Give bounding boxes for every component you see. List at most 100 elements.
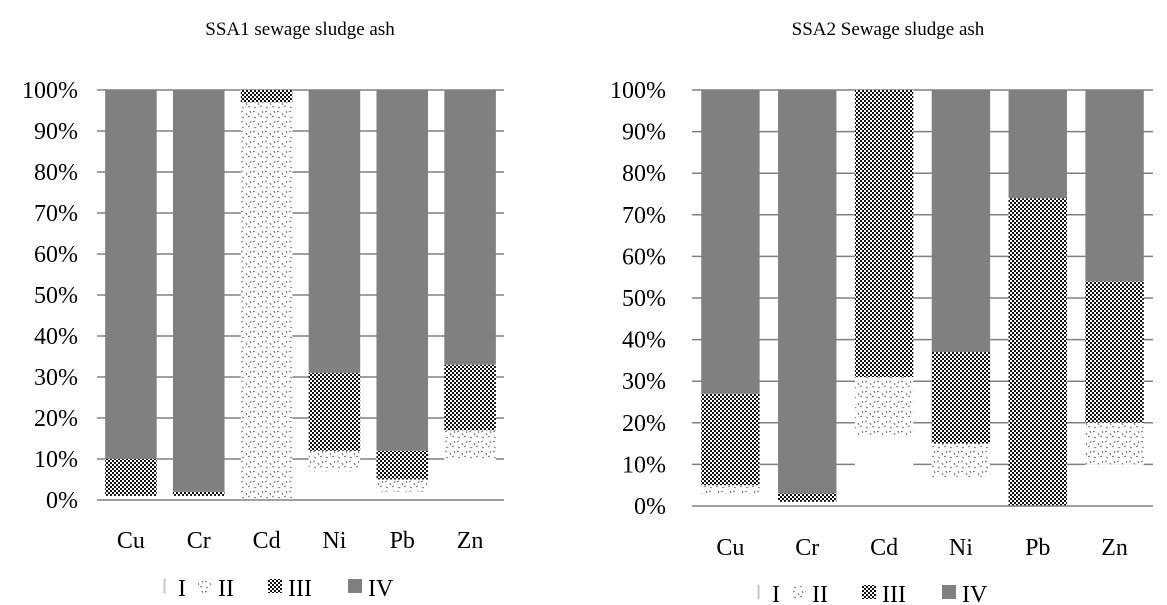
y-tick-label: 80% — [34, 160, 78, 186]
chart-title: SSA1 sewage sludge ash — [205, 19, 395, 40]
legend-label-iv: IV — [368, 576, 394, 602]
category-label-zn: Zn — [1101, 535, 1128, 561]
legend-label-ii: II — [218, 576, 234, 602]
category-label-cr: Cr — [187, 528, 211, 554]
chart-ssa2: SSA2 Sewage sludge ash 0% 10% 20% 30% 40% 50%… — [610, 19, 1153, 605]
y-tick-label: 10% — [622, 452, 666, 478]
bar-segment-cr-i — [172, 495, 225, 500]
legend-label-i: I — [178, 576, 186, 602]
gridlines — [97, 89, 504, 460]
y-axis-tick-labels: 0% 10% 20% 30% 40% 50% 60% 70% 80% 90% 100% — [22, 78, 78, 514]
bar-segment-cd-ii — [240, 102, 293, 501]
category-label-cr: Cr — [795, 535, 819, 561]
bar-segment-zn-i — [1085, 464, 1144, 506]
chart-ssa1: SSA1 sewage sludge ash 0% 10% 20% 30% 40% 50%… — [22, 19, 504, 602]
chart-title: SSA2 Sewage sludge ash — [792, 19, 985, 40]
bar-segment-ni-i — [931, 476, 991, 506]
y-tick-label: 30% — [622, 369, 666, 395]
y-tick-label: 50% — [34, 283, 78, 309]
bar-segment-ni-iv — [308, 90, 361, 373]
bars — [105, 90, 496, 501]
legend: I II III IV — [757, 582, 988, 605]
category-label-zn: Zn — [457, 528, 484, 554]
bar-segment-pb-i — [376, 491, 429, 500]
bar-segment-cr-iv — [778, 90, 837, 494]
y-tick-label: 0% — [46, 488, 78, 514]
bar-segment-zn-ii — [1085, 422, 1144, 465]
legend-swatch-iii — [268, 579, 282, 593]
bar-segment-cr-iii — [778, 493, 837, 502]
y-tick-label: 60% — [622, 244, 666, 270]
bar-segment-cu-i — [105, 495, 157, 500]
bar-segment-pb-iv — [376, 90, 429, 451]
bar-segment-pb-iv — [1008, 90, 1067, 199]
bar-segment-zn-iii — [1085, 281, 1144, 423]
legend-swatch-iv — [348, 579, 362, 593]
legend-label-iv: IV — [962, 582, 988, 605]
legend-swatch-ii — [198, 579, 212, 593]
y-tick-label: 20% — [34, 406, 78, 432]
bar-segment-ni-ii — [308, 450, 361, 472]
x-axis-tick-labels: Cu Cr Cd Ni Pb Zn — [117, 528, 484, 554]
bar-segment-cd-iii — [240, 90, 293, 103]
category-label-pb: Pb — [390, 528, 415, 554]
bar-segment-zn-i — [444, 459, 496, 500]
bar-segment-cd-iii — [854, 90, 914, 378]
bar-segment-cr-iv — [172, 90, 225, 492]
bar-segment-pb-iii — [1008, 198, 1067, 506]
bar-segment-cd-i — [854, 435, 914, 506]
y-tick-label: 40% — [622, 328, 666, 354]
y-tick-label: 30% — [34, 365, 78, 391]
legend-label-ii: II — [812, 582, 828, 605]
y-tick-label: 40% — [34, 324, 78, 350]
category-label-pb: Pb — [1025, 535, 1050, 561]
bar-segment-ni-ii — [931, 443, 991, 477]
y-tick-label: 90% — [34, 119, 78, 145]
y-tick-label: 60% — [34, 242, 78, 268]
y-tick-label: 0% — [634, 494, 666, 520]
y-tick-label: 50% — [622, 286, 666, 312]
bars — [701, 90, 1144, 506]
y-tick-label: 70% — [34, 201, 78, 227]
bar-segment-zn-ii — [444, 430, 496, 459]
bar-segment-cu-iii — [701, 393, 760, 486]
bar-segment-cu-ii — [701, 485, 760, 494]
category-label-cu: Cu — [117, 528, 145, 554]
bar-segment-ni-iii — [931, 352, 991, 444]
x-axis-tick-labels: Cu Cr Cd Ni Pb Zn — [716, 535, 1128, 561]
legend-swatch-iii — [862, 585, 876, 599]
y-tick-label: 70% — [622, 203, 666, 229]
gridlines — [692, 89, 1153, 466]
category-label-cd: Cd — [870, 535, 898, 561]
bar-segment-pb-ii — [376, 479, 429, 492]
bar-segment-cu-iv — [105, 90, 157, 459]
bar-segment-pb-iii — [376, 450, 429, 480]
category-label-ni: Ni — [322, 528, 346, 554]
bar-segment-zn-iv — [1085, 90, 1144, 282]
y-tick-label: 100% — [22, 78, 78, 104]
bar-segment-zn-iv — [444, 90, 496, 365]
y-tick-label: 20% — [622, 411, 666, 437]
y-tick-label: 90% — [622, 120, 666, 146]
bar-segment-cu-i — [701, 493, 760, 506]
legend-swatch-ii — [792, 585, 806, 599]
bar-segment-cu-iv — [701, 90, 760, 394]
y-tick-label: 10% — [34, 447, 78, 473]
category-label-cu: Cu — [716, 535, 744, 561]
y-axis-tick-labels: 0% 10% 20% 30% 40% 50% 60% 70% 80% 90% 100% — [610, 78, 666, 520]
legend-label-iii: III — [288, 576, 312, 602]
legend-swatch-iv — [942, 585, 956, 599]
y-tick-label: 100% — [610, 78, 666, 104]
legend-label-iii: III — [882, 582, 906, 605]
bar-segment-zn-iii — [444, 364, 496, 431]
bar-segment-cd-ii — [854, 377, 914, 436]
category-label-ni: Ni — [949, 535, 973, 561]
bar-segment-ni-iv — [931, 90, 991, 353]
bar-segment-cu-iii — [105, 459, 157, 496]
category-label-cd: Cd — [253, 528, 281, 554]
legend-label-i: I — [772, 582, 780, 605]
bar-segment-cr-iii — [172, 491, 225, 496]
y-tick-label: 80% — [622, 161, 666, 187]
bar-segment-ni-i — [308, 471, 361, 500]
